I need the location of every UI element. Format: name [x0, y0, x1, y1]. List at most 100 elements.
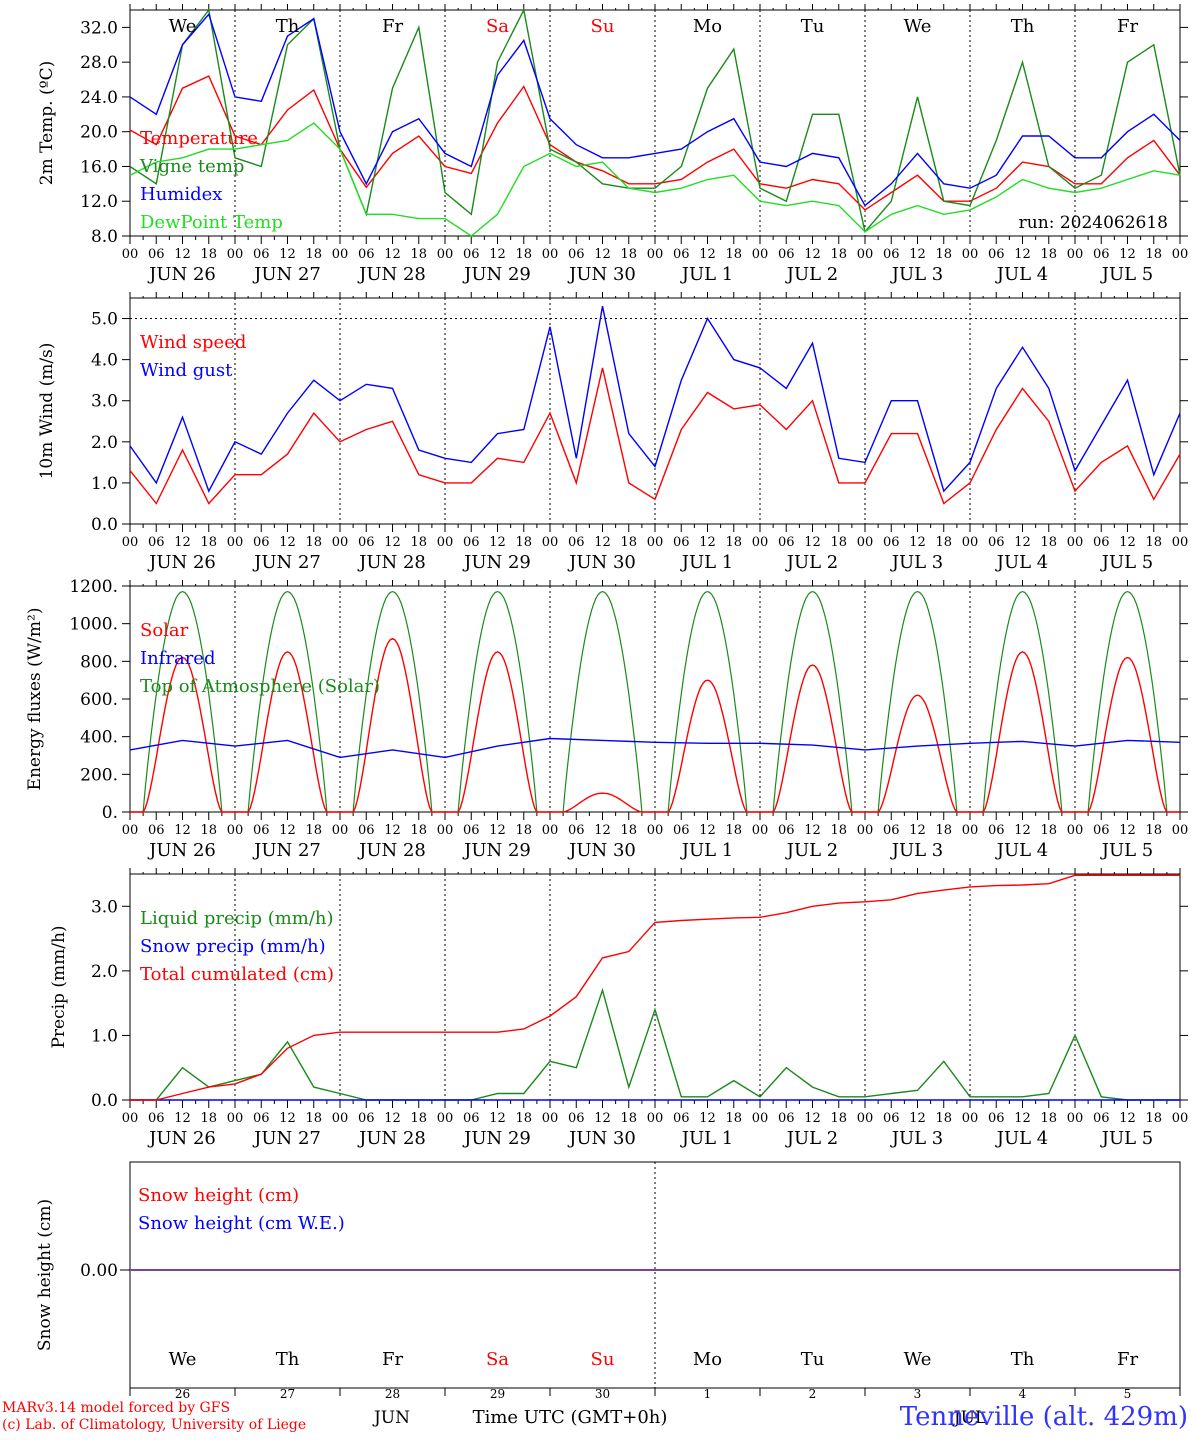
y-axis: 0.0 1.0 2.0 3.0 [91, 897, 1188, 1111]
y-tick-label: 20.0 [80, 123, 118, 143]
legend-dewpoint: DewPoint Temp [140, 212, 283, 233]
x-hour-label: 06 [883, 535, 900, 550]
x-hour-label: 06 [253, 535, 270, 550]
x-date-label: JUL 5 [1100, 840, 1154, 861]
y-axis: 0. 200. 400. 600. 800. 1000. 1200. [69, 577, 1188, 823]
x-date-label: JUL 2 [785, 264, 839, 285]
legend-snow-we: Snow height (cm W.E.) [138, 1213, 345, 1234]
x-date-label: JUN 26 [147, 552, 216, 573]
x-hour-label: 06 [463, 823, 480, 838]
y-tick-label: 1.0 [91, 1026, 118, 1046]
x-hour-label: 18 [935, 1111, 952, 1126]
panel-temperature: 00 06 12 18 JUN 26 00 06 12 18 JUN 27 00 06 12 18 JUN … [37, 4, 1188, 285]
x-hour-label: 06 [778, 535, 795, 550]
x-hour-label: 12 [699, 823, 716, 838]
y-axis: 8.0 12.0 16.0 20.0 24.0 28.0 32.0 [80, 18, 1188, 247]
x-hour-label: 18 [830, 1111, 847, 1126]
y-tick-label: 200. [80, 765, 118, 785]
x-date-label: JUL 3 [890, 552, 944, 573]
weekday-labels: We Th Fr Sa Su Mo Tu We Th Fr [169, 16, 1139, 37]
panel-snow: 0.00 Snow height (cm) Snow height (cm) S… [35, 1161, 1181, 1401]
x-hour-label: 06 [568, 247, 585, 262]
x-hour-label: 00 [1067, 1111, 1084, 1126]
x-hour-label: 00 [857, 1111, 874, 1126]
legend-liquid-precip: Liquid precip (mm/h) [140, 908, 334, 929]
weekday-label: Su [591, 1349, 615, 1370]
x-hour-label: 18 [515, 1111, 532, 1126]
x-hour-label: 12 [1014, 1111, 1031, 1126]
x-hour-label: 18 [620, 823, 637, 838]
x-hour-label: 00 [962, 1111, 979, 1126]
x-hour-label: 12 [1119, 247, 1136, 262]
x-hour-label: 12 [594, 535, 611, 550]
x-date-label: JUN 27 [252, 1128, 321, 1149]
x-hour-label: 18 [620, 535, 637, 550]
x-hour-label: 18 [200, 535, 217, 550]
x-date-label: JUN 26 [147, 840, 216, 861]
panel-frame [129, 585, 1181, 813]
x-hour-label: 00 [332, 1111, 349, 1126]
x-hour-label: 18 [1040, 823, 1057, 838]
x-hour-label: 06 [673, 1111, 690, 1126]
legend-wind-speed: Wind speed [140, 332, 246, 353]
legend-humidex: Humidex [140, 184, 222, 205]
month-label-jun: JUN [372, 1408, 410, 1428]
x-hour-label: 06 [673, 247, 690, 262]
series-line-wind-gust [129, 306, 1181, 493]
weekday-label: Th [276, 16, 300, 37]
weekday-label: Th [276, 1349, 300, 1370]
weekday-label: Tu [801, 1349, 825, 1370]
y-tick-label: 0. [102, 803, 118, 823]
y-tick-label: 12.0 [80, 192, 118, 212]
x-hour-label: 18 [1145, 535, 1162, 550]
series-line-infrared [129, 737, 1181, 759]
day-number: 5 [1124, 1387, 1132, 1401]
day-number: 26 [175, 1387, 190, 1401]
x-date-label: JUL 4 [995, 1128, 1049, 1149]
x-hour-label: 12 [279, 823, 296, 838]
x-axis: 00 06 12 18 JUN 26 00 06 12 18 JUN 27 00 06 12 18 JUN … [122, 868, 1189, 1149]
x-hour-label: 12 [909, 247, 926, 262]
x-hour-label: 00 [122, 823, 139, 838]
y-tick-label: 32.0 [80, 18, 118, 38]
x-hour-label: 06 [148, 247, 165, 262]
x-hour-label: 12 [174, 247, 191, 262]
x-date-label: JUL 4 [995, 552, 1049, 573]
x-hour-label: 18 [935, 823, 952, 838]
legend-snow-cm: Snow height (cm) [138, 1185, 299, 1206]
x-hour-label: 06 [988, 247, 1005, 262]
x-hour-label: 12 [804, 247, 821, 262]
x-hour-label: 00 [1172, 1111, 1189, 1126]
x-hour-label: 12 [699, 1111, 716, 1126]
x-hour-label: 06 [148, 1111, 165, 1126]
series-line-dewpoint-temp [129, 122, 1181, 237]
series-line-wind-speed [129, 367, 1181, 505]
x-hour-label: 12 [174, 1111, 191, 1126]
x-hour-label: 18 [515, 823, 532, 838]
x-hour-label: 00 [1172, 535, 1189, 550]
x-hour-label: 18 [620, 1111, 637, 1126]
x-hour-label: 12 [909, 1111, 926, 1126]
x-hour-label: 06 [1093, 247, 1110, 262]
x-hour-label: 12 [594, 823, 611, 838]
x-hour-label: 18 [725, 823, 742, 838]
x-hour-label: 06 [148, 535, 165, 550]
x-hour-label: 00 [857, 247, 874, 262]
y-tick-label: 1000. [69, 615, 118, 635]
x-hour-label: 00 [1067, 535, 1084, 550]
x-hour-label: 18 [725, 535, 742, 550]
x-hour-label: 06 [253, 1111, 270, 1126]
series-line-total-cumulated-cm [130, 874, 1180, 1101]
x-date-label: JUN 29 [462, 264, 531, 285]
energy-lines [129, 590, 1181, 813]
x-hour-label: 18 [935, 535, 952, 550]
x-axis: 00 06 12 18 JUN 26 00 06 12 18 JUN 27 00 06 12 18 JUN … [122, 4, 1188, 285]
x-hour-label: 00 [752, 1111, 769, 1126]
weekday-label: Fr [1117, 16, 1138, 37]
x-date-label: JUL 1 [680, 840, 734, 861]
x-hour-label: 12 [1014, 823, 1031, 838]
x-hour-label: 06 [358, 247, 375, 262]
x-axis: 00 06 12 18 JUN 26 00 06 12 18 JUN 27 00 06 12 18 JUN … [122, 580, 1188, 861]
x-date-label: JUN 28 [357, 1128, 426, 1149]
x-hour-label: 00 [332, 247, 349, 262]
